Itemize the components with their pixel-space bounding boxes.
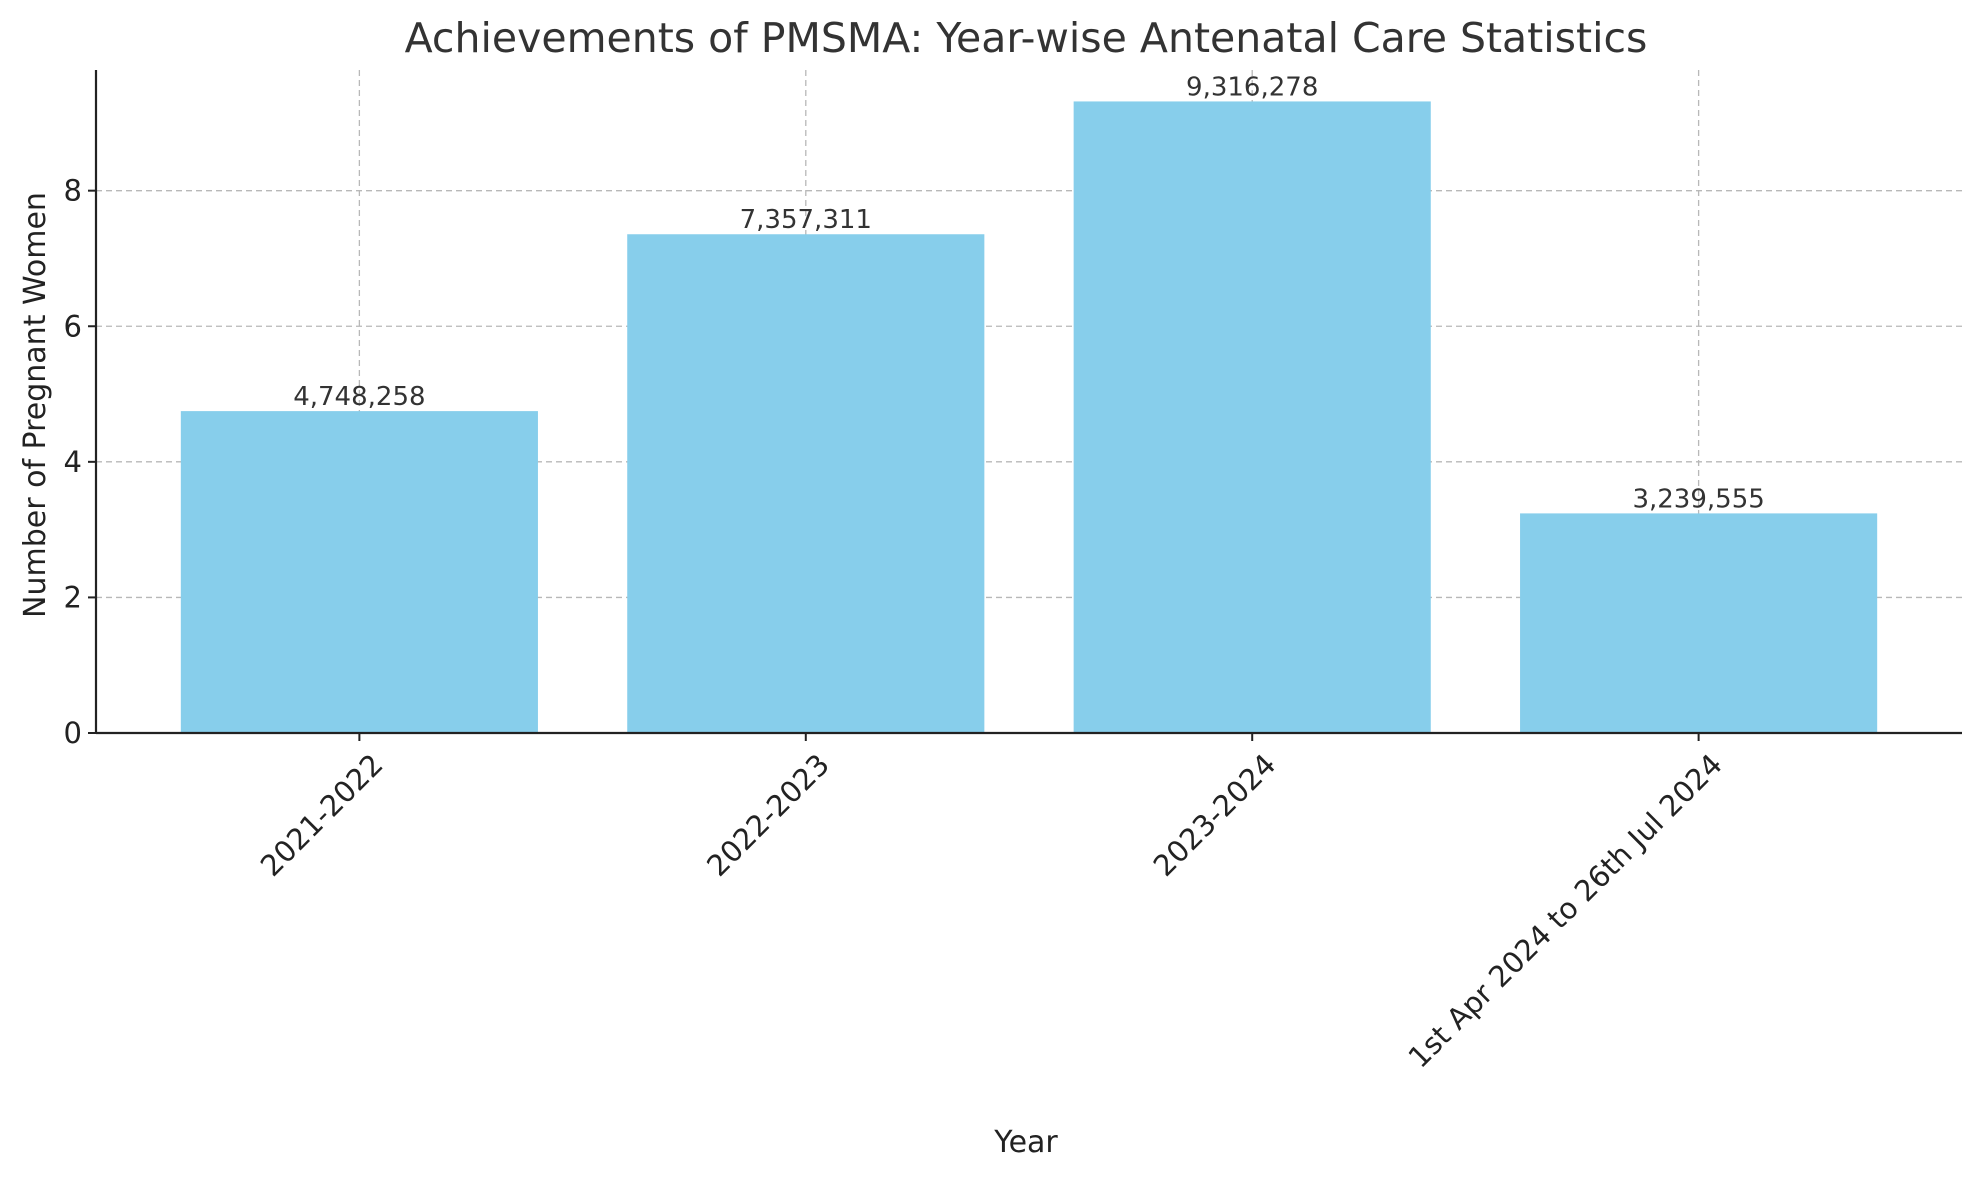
bars	[180, 101, 1878, 734]
bar-value-label: 9,316,278	[1186, 72, 1318, 102]
chart-title: Achievements of PMSMA: Year-wise Antenat…	[405, 14, 1648, 62]
y-tick-label: 2	[64, 580, 82, 614]
bar	[180, 411, 538, 733]
y-tick-label: 4	[64, 445, 82, 479]
y-tick-label: 6	[64, 309, 82, 343]
bar-value-label: 7,357,311	[740, 205, 872, 235]
bar	[1073, 101, 1431, 733]
bar	[627, 234, 985, 734]
y-tick-label: 8	[64, 174, 82, 208]
x-tick-label: 2022-2023	[700, 747, 836, 883]
y-tick-label: 0	[64, 716, 82, 750]
x-tick-label: 2023-2024	[1147, 747, 1283, 883]
value-labels: 4,748,258 7,357,311 9,316,278 3,239,555	[293, 72, 1765, 514]
bar-value-label: 4,748,258	[293, 382, 425, 412]
x-tick-label: 1st Apr 2024 to 26th Jul 2024	[1402, 747, 1729, 1074]
y-axis-label: Number of Pregnant Women	[18, 192, 53, 618]
x-axis-label: Year	[993, 1125, 1058, 1160]
bar-value-label: 3,239,555	[1632, 484, 1764, 514]
bar	[1520, 513, 1878, 733]
x-tick-label: 2021-2022	[254, 747, 390, 883]
